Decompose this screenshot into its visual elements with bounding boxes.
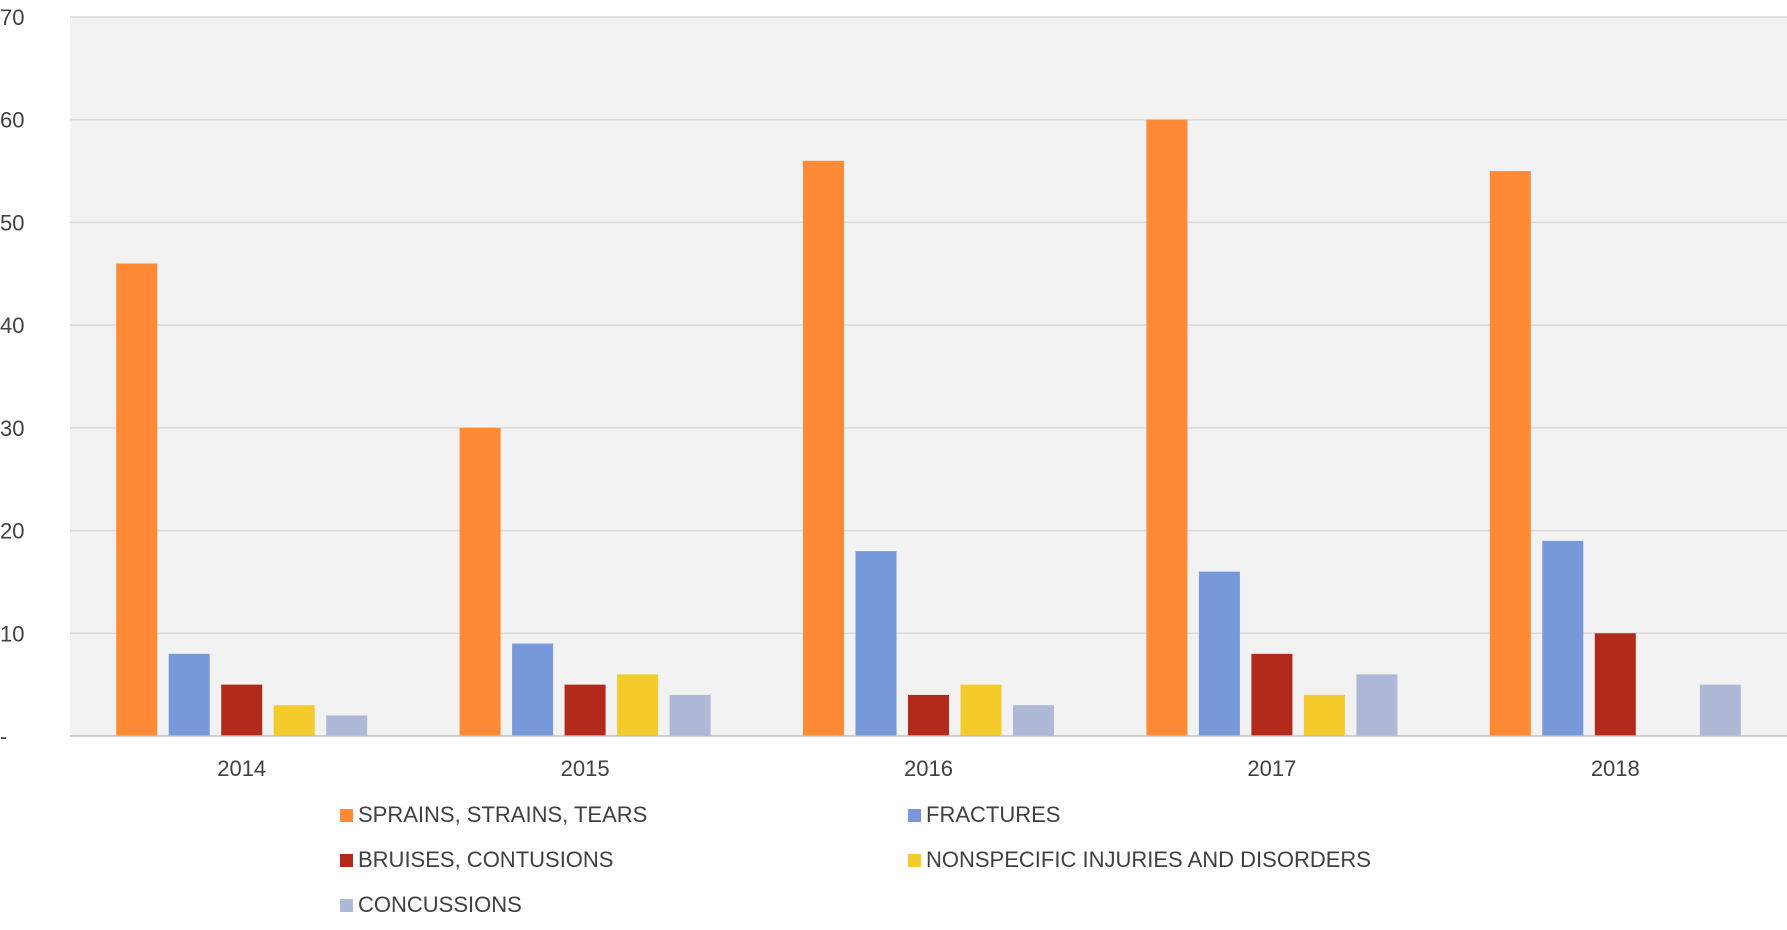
y-tick-label: - (0, 724, 7, 749)
y-tick-label: 50 (0, 210, 24, 235)
x-axis-ticks: 2014 2015 2016 2017 2018 (217, 756, 1640, 781)
legend-label: FRACTURES (926, 802, 1060, 827)
bar-fractures-2014 (168, 653, 210, 736)
bar-concussions-2014 (326, 715, 368, 736)
bar-bruises-contusions-2017 (1251, 653, 1293, 736)
legend-swatch (340, 809, 353, 822)
legend-swatch (340, 899, 353, 912)
x-tick-label: 2014 (217, 756, 266, 781)
y-axis-ticks: - 10 20 30 40 50 60 70 (0, 5, 24, 749)
legend-label: BRUISES, CONTUSIONS (358, 847, 613, 872)
legend-label: SPRAINS, STRAINS, TEARS (358, 802, 647, 827)
bar-nonspecific-injuries-and-disorders-2015 (617, 674, 659, 736)
legend-swatch (908, 809, 921, 822)
bar-nonspecific-injuries-and-disorders-2016 (960, 684, 1002, 736)
bar-sprains-strains-tears-2015 (459, 427, 501, 736)
legend: SPRAINS, STRAINS, TEARS FRACTURES BRUISES,… (340, 802, 1371, 917)
bar-fractures-2017 (1198, 571, 1240, 736)
legend-label: NONSPECIFIC INJURIES AND DISORDERS (926, 847, 1371, 872)
bar-bruises-contusions-2018 (1594, 633, 1636, 736)
legend-swatch (908, 854, 921, 867)
bar-bruises-contusions-2016 (908, 694, 949, 736)
bars (116, 119, 1741, 737)
bar-sprains-strains-tears-2014 (116, 263, 158, 736)
bar-bruises-contusions-2015 (564, 684, 606, 736)
x-tick-label: 2015 (561, 756, 610, 781)
gridlines (70, 16, 1787, 635)
bar-concussions-2015 (669, 694, 711, 736)
bar-concussions-2017 (1356, 674, 1398, 736)
bar-concussions-2016 (1013, 705, 1054, 736)
y-tick-label: 30 (0, 416, 24, 441)
y-tick-label: 70 (0, 5, 24, 30)
bar-sprains-strains-tears-2016 (803, 160, 844, 737)
legend-label: CONCUSSIONS (358, 892, 522, 917)
bar-bruises-contusions-2014 (221, 684, 263, 736)
x-tick-label: 2016 (904, 756, 953, 781)
bar-nonspecific-injuries-and-disorders-2017 (1303, 694, 1345, 736)
bar-sprains-strains-tears-2017 (1146, 119, 1188, 736)
y-tick-label: 60 (0, 108, 24, 133)
bar-fractures-2015 (512, 643, 554, 736)
x-tick-label: 2018 (1591, 756, 1640, 781)
x-tick-label: 2017 (1247, 756, 1296, 781)
bar-fractures-2016 (855, 551, 897, 736)
bar-sprains-strains-tears-2018 (1489, 171, 1531, 737)
bar-nonspecific-injuries-and-disorders-2014 (273, 705, 315, 736)
legend-swatch (340, 854, 353, 867)
bar-fractures-2018 (1542, 540, 1584, 736)
bar-concussions-2018 (1699, 684, 1741, 736)
y-tick-label: 10 (0, 621, 24, 646)
y-tick-label: 20 (0, 519, 24, 544)
y-tick-label: 40 (0, 313, 24, 338)
